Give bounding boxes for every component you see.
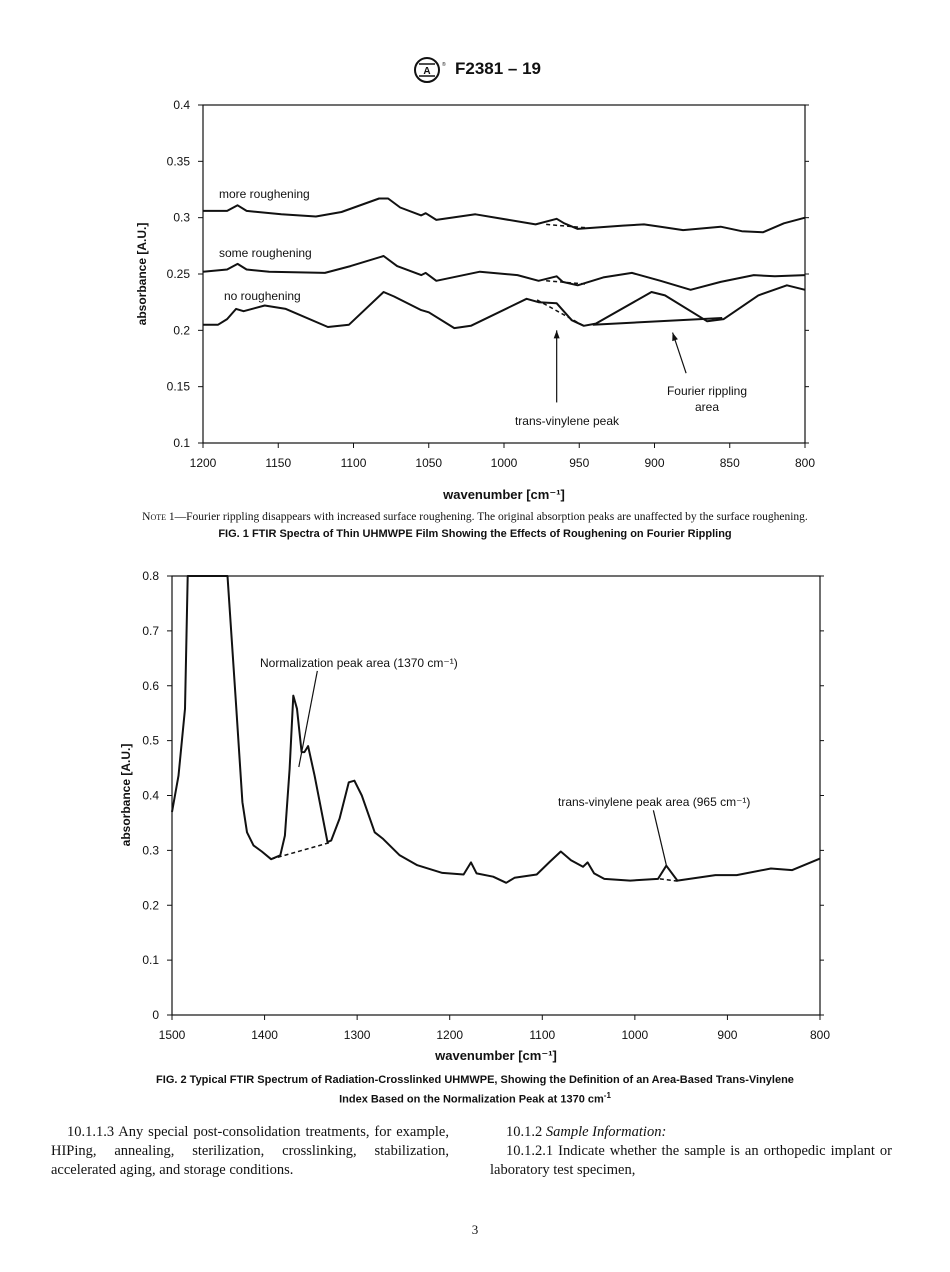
x-tick-label: 900	[717, 1028, 737, 1042]
fig1-x-axis-title: wavenumber [cm⁻¹]	[442, 487, 565, 502]
fig1-series	[202, 197, 806, 403]
x-tick-label: 800	[795, 456, 815, 470]
fig1-chart: 1200 1150 1100 1050 1000 950 900 850 800 0.1 0.15 0…	[135, 98, 815, 502]
x-tick-label: 1100	[341, 456, 367, 470]
x-tick-label: 900	[644, 456, 664, 470]
x-tick-label: 1200	[436, 1028, 463, 1042]
x-tick-label: 1150	[265, 456, 291, 470]
figure2-caption: FIG. 2 Typical FTIR Spectrum of Radiatio…	[0, 1073, 950, 1108]
fig1-label-some-roughening: some roughening	[219, 246, 312, 260]
y-tick-label: 0.8	[142, 569, 159, 583]
fig2-series	[171, 575, 821, 884]
y-tick-label: 0.6	[142, 679, 159, 693]
fig1-label-more-roughening: more roughening	[219, 187, 310, 201]
right-column: 10.1.2 Sample Information: 10.1.2.1 Indi…	[490, 1123, 892, 1180]
fig2-annotation-trans-vinylene: trans-vinylene peak area (965 cm⁻¹)	[558, 795, 750, 809]
annotation-leader-line	[298, 670, 318, 768]
x-tick-label: 950	[569, 456, 589, 470]
fig1-annotation-trans-vinylene: trans-vinylene peak	[515, 414, 620, 428]
note-text: —Fourier rippling disappears with increa…	[174, 511, 808, 523]
x-tick-label: 1500	[159, 1028, 186, 1042]
dashed-baseline	[659, 878, 678, 882]
x-tick-label: 1100	[529, 1028, 555, 1042]
y-tick-label: 0.35	[167, 154, 191, 168]
spectrum-line-0	[171, 575, 821, 884]
arrowhead-icon	[553, 330, 560, 339]
y-tick-label: 0.4	[142, 789, 159, 803]
left-column: 10.1.1.3 Any special post-consolidation …	[51, 1123, 449, 1180]
spectrum-line-no-roughening	[203, 284, 806, 330]
caption-line2-text: Index Based on the Normalization Peak at…	[339, 1093, 604, 1106]
fig2-ticks: 1500 1400 1300 1200 1100 1000 900 800 0 0.1 0.2 0.3…	[142, 569, 830, 1042]
dashed-baseline	[270, 841, 330, 860]
y-tick-label: 0.2	[142, 898, 159, 912]
y-tick-label: 0.3	[173, 211, 190, 225]
x-tick-label: 1400	[251, 1028, 278, 1042]
dashed-baseline	[536, 299, 585, 327]
fig2-x-axis-title: wavenumber [cm⁻¹]	[434, 1048, 557, 1063]
svg-text:A: A	[423, 66, 430, 77]
astm-logo-icon: A ®	[414, 57, 446, 83]
y-tick-label: 0	[152, 1008, 159, 1022]
fig2-annotation-normalization: Normalization peak area (1370 cm⁻¹)	[260, 656, 458, 670]
fig2-chart: 1500 1400 1300 1200 1100 1000 900 800 0 0.1 0.2 0.3…	[119, 569, 830, 1063]
fig1-annotation-fourier-area: area	[695, 400, 719, 414]
document-designation: F2381 – 19	[455, 59, 542, 78]
figure1-caption: FIG. 1 FTIR Spectra of Thin UHMWPE Film …	[218, 528, 732, 540]
spectrum-line-some-roughening	[202, 255, 806, 291]
solid-baseline	[592, 316, 723, 326]
x-tick-label: 1000	[622, 1028, 649, 1042]
y-tick-label: 0.1	[142, 953, 159, 967]
fig2-y-axis-title: absorbance [A.U.]	[119, 744, 133, 847]
spectrum-line-more-roughening	[203, 197, 806, 234]
figure2-caption-line2: Index Based on the Normalization Peak at…	[0, 1088, 950, 1108]
y-tick-label: 0.5	[142, 734, 159, 748]
x-tick-label: 800	[810, 1028, 830, 1042]
fig1-ticks: 1200 1150 1100 1050 1000 950 900 850 800 0.1 0.15 0…	[167, 98, 816, 470]
x-tick-label: 1200	[190, 456, 217, 470]
section-heading: 10.1.2 Sample Information:	[490, 1123, 892, 1142]
y-tick-label: 0.2	[173, 323, 190, 337]
y-tick-label: 0.1	[173, 436, 190, 450]
section-title: Sample Information:	[545, 1124, 667, 1140]
fig1-y-axis-title: absorbance [A.U.]	[135, 223, 149, 326]
arrowhead-icon	[672, 332, 678, 342]
figure2-caption-line1: FIG. 2 Typical FTIR Spectrum of Radiatio…	[156, 1074, 794, 1086]
x-tick-label: 850	[720, 456, 740, 470]
paragraph-10-1-1-3: 10.1.1.3 Any special post-consolidation …	[51, 1124, 449, 1178]
page-number: 3	[471, 1222, 479, 1237]
caption-superscript: -1	[603, 1091, 611, 1100]
y-tick-label: 0.7	[142, 624, 159, 638]
y-tick-label: 0.4	[173, 98, 190, 112]
note-label: Note 1	[142, 511, 175, 523]
y-tick-label: 0.15	[167, 380, 191, 394]
x-tick-label: 1300	[344, 1028, 371, 1042]
paragraph-10-1-2-1: 10.1.2.1 Indicate whether the sample is …	[490, 1143, 892, 1178]
section-number: 10.1.2	[506, 1124, 543, 1140]
y-tick-label: 0.25	[167, 267, 191, 281]
x-tick-label: 1050	[415, 456, 442, 470]
x-tick-label: 1000	[491, 456, 518, 470]
figure1-note: Note 1—Fourier rippling disappears with …	[0, 511, 950, 523]
fig1-annotation-fourier: Fourier rippling	[667, 384, 747, 398]
svg-text:®: ®	[442, 61, 446, 68]
annotation-leader-line	[652, 810, 667, 866]
fig1-label-no-roughening: no roughening	[224, 289, 301, 303]
y-tick-label: 0.3	[142, 843, 159, 857]
